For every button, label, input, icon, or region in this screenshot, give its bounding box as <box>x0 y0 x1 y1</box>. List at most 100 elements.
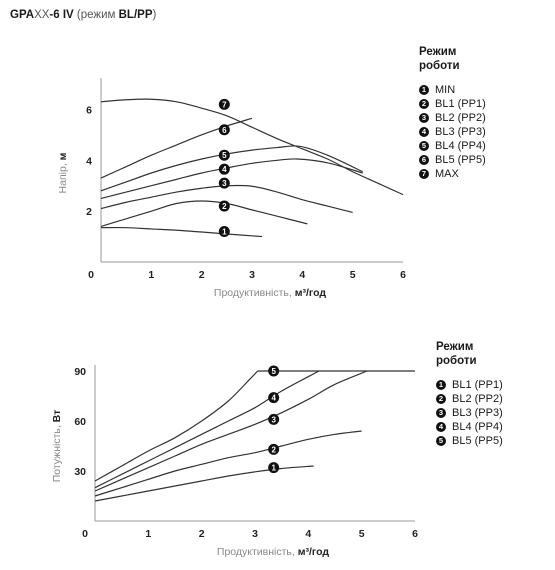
legend-bottom-item-3: 3 BL3 (PP3) <box>436 406 503 420</box>
y-axis-label-text: Потужність, <box>51 422 63 482</box>
chart-head: 0 1 2 3 4 5 6 2 4 6 Продуктивність, м³/год Напір, м… <box>57 78 406 299</box>
legend-bottom-item-2: 2 BL2 (PP2) <box>436 392 503 406</box>
legend-top-badge-1: 1 <box>419 85 429 95</box>
series-badge-label-6: 6 <box>222 126 227 135</box>
series-line-1 <box>100 226 263 238</box>
legend-top-items: 1 MIN 2 BL1 (PP1) 3 BL2 (PP2) 4 BL3 (PP3) 5 BL4 (… <box>419 83 486 181</box>
series-badge-1 <box>268 462 280 474</box>
legend-bottom-items: 1 BL1 (PP1) 2 BL2 (PP2) 3 BL3 (PP3) 4 BL4 (PP4)… <box>436 378 503 448</box>
series-badge-7 <box>218 98 230 110</box>
series-badge-label-5: 5 <box>271 367 276 376</box>
legend-bottom-title: Режим роботи <box>436 340 503 368</box>
legend-bottom-label-2: BL2 (PP2) <box>452 393 503 405</box>
y-tick-label: 30 <box>74 466 86 478</box>
legend-bottom-label-5: BL5 (PP5) <box>452 435 503 447</box>
series-badge-label-3: 3 <box>222 179 227 188</box>
legend-bottom-badge-4: 4 <box>436 422 446 432</box>
series-line-4 <box>100 158 363 200</box>
series-badge-label-2: 2 <box>271 445 276 454</box>
legend-top: Режим роботи 1 MIN 2 BL1 (PP1) 3 BL2 (PP2) 4 BL… <box>419 45 486 181</box>
legend-bottom-badge-3: 3 <box>436 408 446 418</box>
legend-top-item-4: 4 BL3 (PP3) <box>419 125 486 139</box>
series-badge-6 <box>218 124 230 136</box>
series-badge-4 <box>268 392 280 404</box>
series-line-4 <box>94 370 320 489</box>
legend-bottom-item-1: 1 BL1 (PP1) <box>436 378 503 392</box>
legend-bottom-item-4: 4 BL4 (PP4) <box>436 420 503 434</box>
legend-top-title: Режим роботи <box>419 45 486 73</box>
x-tick-label: 0 <box>82 528 88 540</box>
legend-top-item-7: 7 MAX <box>419 167 486 181</box>
mode-bold: BL/PP <box>118 9 153 21</box>
x-tick-label: 6 <box>400 269 406 281</box>
legend-top-label-1: MIN <box>435 84 456 96</box>
legend-bottom-label-3: BL3 (PP3) <box>452 407 503 419</box>
legend-top-item-2: 2 BL1 (PP1) <box>419 97 486 111</box>
legend-bottom-label-4: BL4 (PP4) <box>452 421 503 433</box>
x-tick-label: 5 <box>350 269 356 281</box>
legend-top-label-7: MAX <box>435 168 459 180</box>
legend-top-item-1: 1 MIN <box>419 83 486 97</box>
series-line-3 <box>94 370 368 492</box>
legend-top-badge-2: 2 <box>419 99 429 109</box>
legend-bottom-badge-1: 1 <box>436 380 446 390</box>
x-axis-label-text: Продуктивність, <box>217 546 298 558</box>
x-axis-unit: м³/год <box>298 546 330 558</box>
y-tick-label: 2 <box>86 206 92 218</box>
x-axis-label: Продуктивність, м³/год <box>217 546 330 558</box>
y-tick-label: 6 <box>86 104 92 116</box>
legend-top-label-6: BL5 (PP5) <box>435 154 486 166</box>
x-axis-label: Продуктивність, м³/год <box>214 287 327 299</box>
series-badge-3 <box>268 413 280 425</box>
x-tick-label: 0 <box>88 269 94 281</box>
x-tick-label: 5 <box>359 528 365 540</box>
legend-top-label-3: BL2 (PP2) <box>435 112 486 124</box>
x-tick-label: 3 <box>249 269 255 281</box>
legend-top-badge-5: 5 <box>419 141 429 151</box>
legend-bottom-badge-5: 5 <box>436 436 446 446</box>
legend-top-label-2: BL1 (PP1) <box>435 98 486 110</box>
series-badge-2 <box>218 200 230 212</box>
series-badge-label-2: 2 <box>222 202 227 211</box>
model-suffix: -6 IV <box>49 9 74 21</box>
series-badge-label-3: 3 <box>271 415 276 424</box>
y-axis-label: Потужність, Вт <box>51 410 63 483</box>
x-tick-label: 3 <box>252 528 258 540</box>
legend-bottom-item-5: 5 BL5 (PP5) <box>436 434 503 448</box>
mode-prefix: (режим <box>73 9 119 21</box>
series-badge-1 <box>218 225 230 237</box>
series-badge-3 <box>218 177 230 189</box>
y-tick-label: 90 <box>74 366 86 378</box>
x-axis-unit: м³/год <box>295 287 327 299</box>
legend-bottom: Режим роботи 1 BL1 (PP1) 2 BL2 (PP2) 3 BL3 (P… <box>436 340 503 448</box>
y-axis-label: Напір, м <box>57 152 69 193</box>
x-tick-label: 4 <box>299 269 305 281</box>
series-badge-label-5: 5 <box>222 151 227 160</box>
series-line-2 <box>100 200 308 227</box>
x-tick-label: 6 <box>412 528 418 540</box>
legend-top-item-6: 6 BL5 (PP5) <box>419 153 486 167</box>
series-badge-label-4: 4 <box>222 165 227 174</box>
series-line-5 <box>100 145 363 192</box>
series-badge-label-4: 4 <box>271 394 276 403</box>
x-tick-label: 1 <box>148 269 154 281</box>
series-badge-5 <box>268 365 280 377</box>
legend-bottom-badge-2: 2 <box>436 394 446 404</box>
legend-bottom-title-line1: Режим <box>436 341 474 353</box>
y-tick-label: 60 <box>74 416 86 428</box>
legend-top-item-3: 3 BL2 (PP2) <box>419 111 486 125</box>
y-tick-label: 4 <box>86 155 92 167</box>
x-tick-label: 1 <box>145 528 151 540</box>
legend-top-item-5: 5 BL4 (PP4) <box>419 139 486 153</box>
legend-top-title-line1: Режим <box>419 46 457 58</box>
chart-power: 0 1 2 3 4 5 6 30 60 90 Продуктивність, м³/год Потуж… <box>51 365 418 558</box>
legend-top-badge-7: 7 <box>419 169 429 179</box>
legend-top-title-line2: роботи <box>419 60 460 72</box>
legend-bottom-title-line2: роботи <box>436 355 477 367</box>
x-axis-label-text: Продуктивність, <box>214 287 295 299</box>
series-badge-2 <box>268 443 280 455</box>
series-badge-4 <box>218 163 230 175</box>
series-line-5 <box>94 370 259 482</box>
series-badge-5 <box>218 149 230 161</box>
series-line-7 <box>100 98 404 196</box>
